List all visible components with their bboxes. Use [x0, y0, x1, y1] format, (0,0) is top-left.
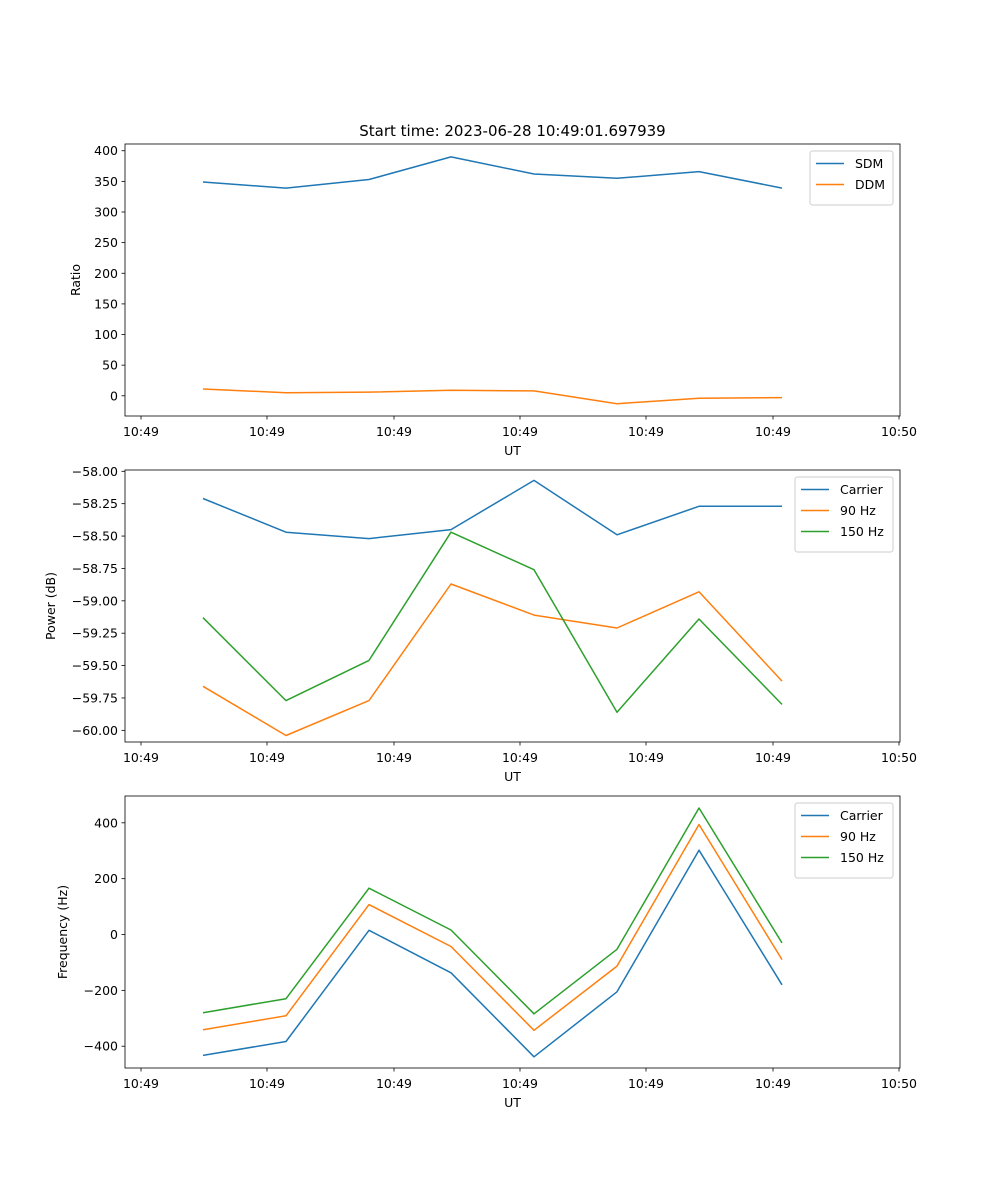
y-tick-label: 0: [110, 927, 118, 942]
x-tick-label: 10:49: [123, 750, 159, 765]
y-tick-label: 0: [110, 388, 118, 403]
y-tick-label: −58.75: [72, 561, 118, 576]
x-tick-label: 10:49: [628, 424, 664, 439]
figure-title: Start time: 2023-06-28 10:49:01.697939: [359, 122, 665, 140]
series-line-sdm: [202, 156, 783, 189]
y-tick-label: 200: [94, 266, 118, 281]
axes-frame: [124, 469, 901, 743]
x-tick-label: 10:49: [376, 750, 412, 765]
x-tick-label: 10:49: [123, 1076, 159, 1091]
power-chart: −60.00 −59.75 −59.50 −59.25 −59.00 −58.75 −58.…: [43, 464, 917, 784]
x-tick-label: 10:49: [755, 424, 791, 439]
y-tick-label: −400: [84, 1039, 118, 1054]
y-tick-label: −200: [84, 983, 118, 998]
series-line-ddm: [202, 388, 783, 405]
x-tick-label: 10:49: [628, 750, 664, 765]
x-tick-label: 10:49: [502, 750, 538, 765]
y-tick-label: −60.00: [72, 723, 118, 738]
legend-label-90-hz: 90 Hz: [840, 829, 876, 844]
series-line-carrier: [202, 849, 783, 1058]
series-line-150-hz: [202, 807, 783, 1015]
y-tick-label: 400: [94, 143, 118, 158]
frequency-chart: −400 −200 0 200 400 10:49 10:49 10:49 10:49 10:49…: [55, 795, 917, 1110]
y-tick-label: −58.50: [72, 529, 118, 544]
y-tick-label: 200: [94, 871, 118, 886]
y-axis-label: Frequency (Hz): [55, 885, 70, 979]
series-line-90-hz: [202, 583, 783, 737]
axes-frame: [124, 143, 901, 417]
legend-label-carrier: Carrier: [840, 808, 884, 823]
ratio-chart: 0 50 100 150 200 250 300 350 400 10:49 10:49 10:49 1…: [68, 143, 917, 458]
x-tick-label: 10:49: [376, 424, 412, 439]
y-tick-label: −59.75: [72, 690, 118, 705]
y-axis-label: Power (dB): [43, 572, 58, 640]
x-axis-label: UT: [504, 769, 521, 784]
x-tick-label: 10:50: [881, 424, 917, 439]
y-tick-label: −59.00: [72, 593, 118, 608]
legend-label-carrier: Carrier: [840, 482, 884, 497]
axes-frame: [124, 795, 901, 1069]
legend-label-sdm: SDM: [855, 156, 883, 171]
x-axis-label: UT: [504, 443, 521, 458]
legend-box: [794, 802, 894, 879]
legend-label-150-hz: 150 Hz: [840, 850, 884, 865]
y-tick-label: −58.00: [72, 464, 118, 479]
y-tick-label: 50: [102, 358, 118, 373]
x-axis-label: UT: [504, 1095, 521, 1110]
x-tick-label: 10:49: [755, 1076, 791, 1091]
legend-label-90-hz: 90 Hz: [840, 503, 876, 518]
y-axis-label: Ratio: [68, 264, 83, 296]
y-tick-label: 100: [94, 327, 118, 342]
x-tick-label: 10:49: [502, 1076, 538, 1091]
legend-box: [794, 476, 894, 553]
y-tick-label: 150: [94, 296, 118, 311]
legend-label-ddm: DDM: [855, 177, 885, 192]
x-tick-label: 10:49: [249, 1076, 285, 1091]
x-tick-label: 10:50: [881, 750, 917, 765]
x-tick-label: 10:49: [755, 750, 791, 765]
y-tick-label: 300: [94, 205, 118, 220]
series-line-90-hz: [202, 823, 783, 1032]
y-tick-label: −59.25: [72, 626, 118, 641]
series-line-150-hz: [202, 531, 783, 713]
y-tick-label: 350: [94, 174, 118, 189]
x-tick-label: 10:49: [628, 1076, 664, 1091]
x-tick-label: 10:49: [249, 750, 285, 765]
series-line-carrier: [202, 479, 782, 540]
x-tick-label: 10:49: [376, 1076, 412, 1091]
x-tick-label: 10:49: [123, 424, 159, 439]
x-tick-label: 10:49: [502, 424, 538, 439]
legend-label-150-hz: 150 Hz: [840, 524, 884, 539]
y-tick-label: 250: [94, 235, 118, 250]
x-tick-label: 10:50: [881, 1076, 917, 1091]
y-tick-label: 400: [94, 815, 118, 830]
y-tick-label: −59.50: [72, 658, 118, 673]
y-tick-label: −58.25: [72, 496, 118, 511]
x-tick-label: 10:49: [249, 424, 285, 439]
legend-box: [809, 150, 894, 206]
